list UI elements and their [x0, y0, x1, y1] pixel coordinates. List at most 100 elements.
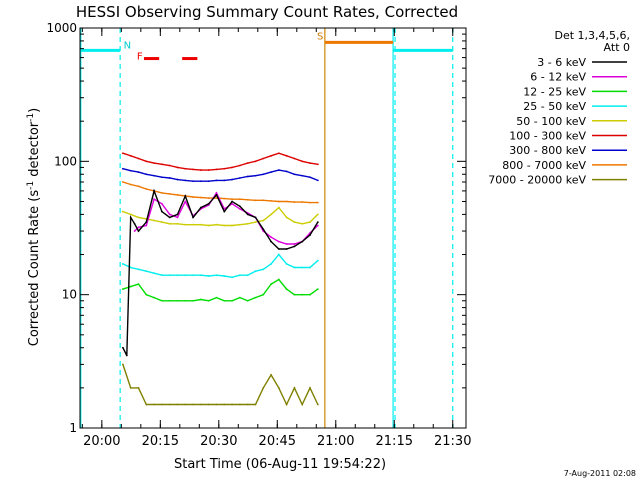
- series-3-point-19: [270, 263, 272, 265]
- series-4-point-4: [153, 219, 155, 222]
- series-8-point-11: [207, 403, 210, 406]
- legend-label-5: 100 - 300 keV: [509, 130, 586, 143]
- series-1-point-13: [231, 202, 233, 205]
- series-6-point-15: [238, 177, 241, 179]
- series-5-point-18: [262, 157, 265, 160]
- series-1-point-5: [168, 213, 171, 216]
- series-7-point-5: [160, 191, 163, 194]
- series-7-point-19: [270, 199, 272, 202]
- series-2-point-4: [153, 296, 155, 299]
- series-6-point-1: [129, 169, 132, 172]
- series-4-point-7: [176, 222, 179, 225]
- series-3-point-14: [231, 276, 233, 279]
- series-0-point-5: [145, 221, 148, 224]
- series-3-point-9: [192, 274, 194, 277]
- series-2-point-23: [301, 293, 304, 296]
- series-5-point-4: [153, 162, 155, 164]
- series-4-point-17: [254, 221, 257, 224]
- series-7-point-15: [238, 198, 241, 201]
- series-7-point-3: [145, 188, 148, 190]
- series-6-point-19: [270, 171, 272, 174]
- series-2-point-11: [207, 299, 210, 302]
- series-6-point-9: [192, 180, 194, 183]
- series-6-point-21: [285, 170, 288, 173]
- x-tick-label-4: 21:00: [317, 434, 354, 449]
- series-5-point-20: [277, 152, 280, 155]
- series-0-point-16: [231, 200, 233, 203]
- series-8-point-0: [121, 363, 124, 366]
- x-tick-label-2: 20:30: [200, 434, 237, 449]
- series-7-point-1: [129, 183, 132, 186]
- series-1-point-4: [160, 202, 163, 205]
- series-line-7: [122, 181, 318, 204]
- series-8-point-16: [246, 403, 249, 406]
- series-0-point-6: [153, 190, 155, 192]
- series-4-point-8: [184, 223, 187, 226]
- series-6-point-16: [246, 175, 249, 178]
- series-line-3: [122, 253, 319, 279]
- series-2-point-1: [129, 285, 132, 288]
- series-8-point-5: [160, 403, 163, 406]
- series-line-6: [122, 168, 319, 182]
- series-2-point-13: [223, 299, 226, 302]
- series-3-point-16: [246, 274, 249, 277]
- series-7-point-23: [301, 201, 304, 203]
- series-8-point-2: [137, 386, 140, 389]
- series-3-point-6: [168, 274, 171, 277]
- series-0-point-2: [129, 216, 132, 219]
- series-5-point-0: [121, 152, 124, 155]
- legend-label-7: 800 - 7000 keV: [502, 159, 586, 172]
- series-4-point-22: [293, 221, 296, 224]
- series-3-point-13: [223, 275, 226, 277]
- series-5-point-16: [246, 162, 249, 164]
- series-1-point-21: [293, 243, 296, 245]
- series-2-point-5: [160, 299, 163, 302]
- legend-label-4: 50 - 100 keV: [516, 115, 586, 128]
- series-8-point-17: [254, 403, 257, 406]
- series-1-point-24: [316, 224, 319, 227]
- series-7-point-9: [192, 196, 194, 198]
- series-4-point-5: [160, 221, 163, 224]
- series-6-point-24: [309, 176, 311, 179]
- series-0-point-25: [301, 240, 304, 243]
- series-2-point-25: [316, 288, 319, 291]
- series-0-point-10: [184, 195, 187, 197]
- legend-label-8: 7000 - 20000 keV: [488, 174, 586, 187]
- series-6-point-22: [293, 173, 296, 176]
- y-tick-label-0: 1: [69, 421, 77, 435]
- series-8-point-18: [262, 386, 265, 389]
- series-1-point-2: [145, 224, 148, 227]
- series-4-point-9: [192, 223, 194, 226]
- series-6-point-14: [231, 178, 233, 181]
- series-4-point-20: [277, 206, 280, 209]
- series-8-point-3: [145, 403, 148, 406]
- series-7-point-20: [277, 200, 280, 203]
- series-7-point-12: [215, 197, 218, 199]
- series-2-point-3: [145, 293, 148, 296]
- series-2-point-6: [168, 299, 171, 302]
- series-8-point-10: [199, 403, 202, 406]
- x-axis-label: Start Time (06-Aug-11 19:54:22): [174, 457, 386, 472]
- series-4-point-0: [121, 210, 124, 213]
- series-8-point-24: [309, 386, 311, 389]
- series-0-point-3: [133, 222, 136, 225]
- series-3-point-18: [262, 268, 265, 271]
- series-5-point-17: [254, 160, 257, 163]
- series-4-point-6: [168, 222, 171, 225]
- series-line-0: [122, 188, 319, 356]
- legend-label-0: 3 - 6 keV: [537, 56, 586, 69]
- legend-header-line2: Att 0: [604, 41, 630, 54]
- series-5-point-13: [223, 167, 226, 170]
- series-8-point-9: [192, 403, 194, 406]
- x-tick-label-1: 20:15: [142, 434, 179, 449]
- series-7-point-22: [293, 201, 296, 203]
- series-2-point-8: [184, 299, 187, 302]
- series-7-point-25: [316, 201, 319, 204]
- series-8-point-7: [176, 403, 179, 406]
- series-2-point-15: [238, 296, 241, 299]
- series-4-point-11: [207, 224, 210, 227]
- series-4-point-10: [199, 223, 202, 226]
- series-1-point-19: [277, 240, 280, 243]
